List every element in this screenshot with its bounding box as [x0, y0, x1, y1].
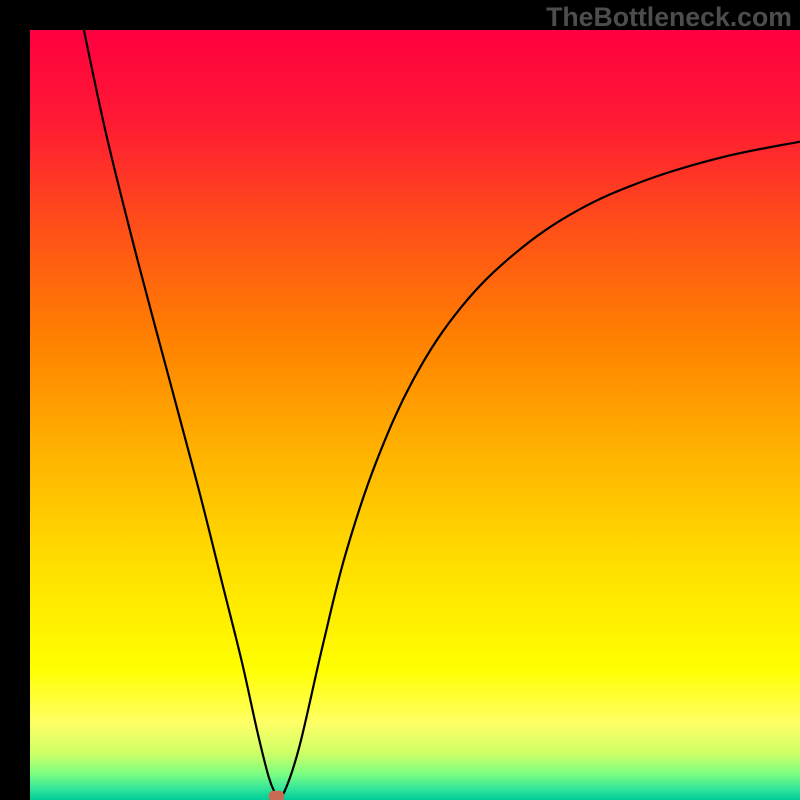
- plot-area: [30, 30, 800, 800]
- curve-right-branch: [276, 142, 800, 798]
- notch-marker: [269, 791, 284, 800]
- chart-container: TheBottleneck.com: [0, 0, 800, 800]
- plot-curve-layer: [30, 30, 800, 800]
- watermark-text: TheBottleneck.com: [546, 2, 792, 33]
- curve-left-branch: [84, 30, 277, 796]
